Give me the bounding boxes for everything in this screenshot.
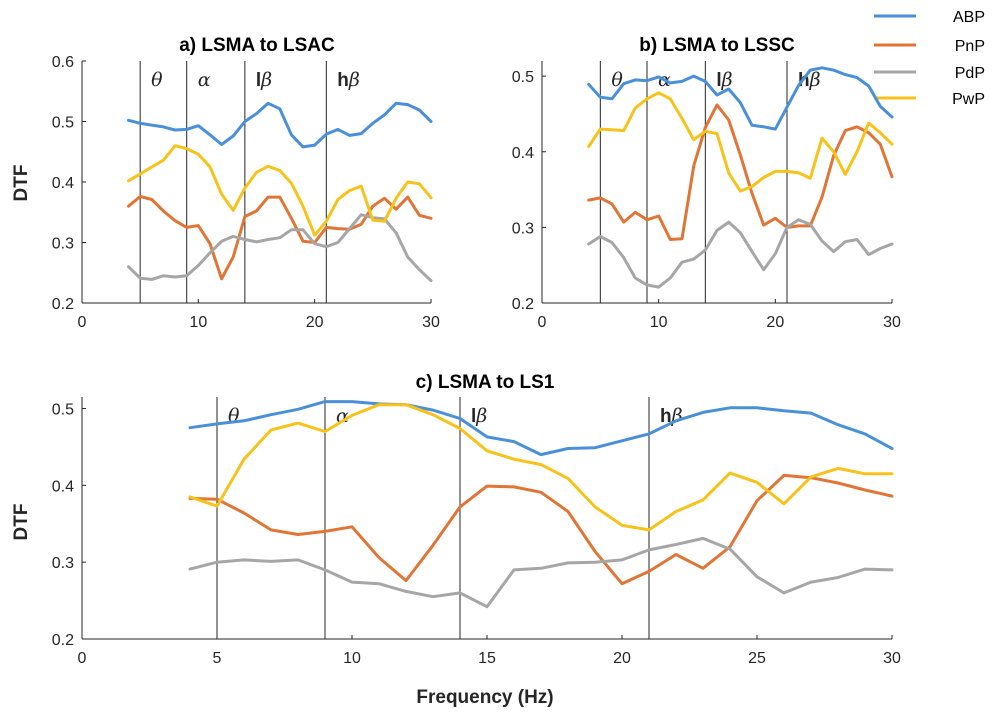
x-tick-label: 10: [189, 314, 207, 331]
x-tick-label: 10: [650, 314, 668, 331]
y-tick-label: 0.5: [52, 115, 74, 132]
series-line-pnp: [127, 195, 433, 281]
y-tick-label: 0.2: [512, 296, 534, 313]
band-label-greek: β: [809, 69, 821, 91]
band-label: lβ: [471, 405, 487, 427]
band-label: lβ: [716, 69, 732, 91]
legend-label-pnp: PnP: [955, 38, 985, 55]
x-tick-label: 20: [306, 314, 324, 331]
x-tick-label: 30: [422, 314, 440, 331]
panel-a-ylabel: DTF: [11, 165, 32, 202]
series-line-abp: [587, 66, 894, 131]
band-label-greek: β: [721, 69, 733, 91]
panel-c-title: c) LSMA to LS1: [416, 372, 555, 393]
band-label-prefix: l: [256, 70, 261, 91]
panel-a: 0 10 20 300.20.30.40.50.6θ α lβ hβ: [52, 54, 440, 331]
band-label-prefix: h: [337, 70, 349, 91]
series-line-pdp: [188, 536, 894, 609]
band-label: lβ: [256, 69, 272, 91]
band-label-prefix: l: [716, 70, 721, 91]
band-label: α: [198, 69, 211, 91]
band-label: θ: [611, 69, 623, 91]
y-tick-label: 0.6: [52, 54, 74, 71]
band-label-prefix: h: [660, 406, 672, 427]
panel-c-ylabel: DTF: [11, 504, 32, 541]
x-tick-label: 30: [883, 314, 901, 331]
x-tick-label: 0: [78, 650, 87, 667]
panel-b: 0 10 20 300.20.30.40.5 θ α lβ hβ: [512, 61, 901, 331]
y-tick-label: 0.4: [52, 478, 74, 495]
series-line-pdp: [127, 213, 433, 283]
band-label-greek: α: [198, 69, 211, 91]
series-line-pnp: [587, 103, 894, 241]
y-tick-label: 0.4: [512, 145, 534, 162]
x-tick-label: 20: [613, 650, 631, 667]
y-tick-label: 0.5: [512, 69, 534, 86]
band-label-greek: θ: [151, 69, 163, 91]
legend-label-abp: ABP: [953, 9, 985, 26]
legend-label-pdp: PdP: [955, 65, 985, 82]
x-tick-label: 0: [78, 314, 87, 331]
series-line-pwp: [127, 144, 433, 237]
x-tick-label: 0: [538, 314, 547, 331]
y-tick-label: 0.3: [52, 236, 74, 253]
x-tick-label: 20: [766, 314, 784, 331]
panel-c: 0 5 10 15 20 25 300.20.30.40.5 θ α lβ hβ: [52, 397, 901, 667]
y-tick-label: 0.4: [52, 175, 74, 192]
series-line-pwp: [188, 403, 894, 532]
band-label-prefix: l: [471, 406, 476, 427]
y-tick-label: 0.3: [512, 220, 534, 237]
band-label-greek: θ: [611, 69, 623, 91]
legend: ABP PnP PdP PwP: [874, 9, 985, 108]
panels: 0 10 20 300.20.30.40.50.6θ α lβ hβ0 10 20 300.20.…: [52, 54, 901, 667]
band-label: hβ: [337, 69, 360, 91]
series-line-pdp: [587, 218, 894, 289]
series-line-pwp: [587, 91, 894, 193]
y-tick-label: 0.5: [52, 402, 74, 419]
x-tick-label: 5: [213, 650, 222, 667]
x-tick-label: 25: [748, 650, 766, 667]
panel-c-xlabel: Frequency (Hz): [416, 687, 553, 708]
x-tick-label: 30: [883, 650, 901, 667]
panel-b-title: b) LSMA to LSSC: [639, 35, 795, 56]
y-tick-label: 0.3: [52, 555, 74, 572]
band-label-greek: β: [260, 69, 272, 91]
legend-label-pwp: PwP: [952, 91, 985, 108]
band-label: θ: [151, 69, 163, 91]
series-line-abp: [127, 101, 433, 149]
panel-a-title: a) LSMA to LSAC: [179, 35, 335, 56]
series-line-abp: [188, 400, 894, 457]
band-label-greek: β: [348, 69, 360, 91]
x-tick-label: 15: [478, 650, 496, 667]
band-label-greek: β: [475, 405, 487, 427]
series-line-pnp: [188, 473, 894, 586]
y-tick-label: 0.2: [52, 632, 74, 649]
y-tick-label: 0.2: [52, 296, 74, 313]
x-tick-label: 10: [343, 650, 361, 667]
